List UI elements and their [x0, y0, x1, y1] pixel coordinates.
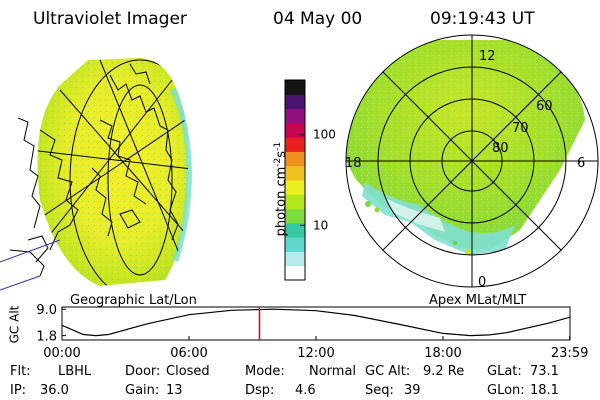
instrument-title: Ultraviolet Imager — [33, 9, 187, 29]
colorbar-tick-label: 100 — [313, 128, 336, 142]
footer-value: 73.1 — [530, 364, 559, 379]
lat-label-70: 70 — [512, 121, 529, 136]
footer-label: GLat: — [487, 364, 522, 379]
footer-value: 18.1 — [530, 383, 559, 398]
colorbar-swatch — [285, 265, 305, 281]
altitude-xtick-label: 06:00 — [170, 346, 207, 361]
date-label: 04 May 00 — [273, 9, 363, 29]
apex-panel-label: Apex MLat/MLT — [429, 293, 527, 308]
footer-label: Dsp: — [245, 383, 275, 398]
altitude-xtick-label: 12:00 — [297, 346, 334, 361]
footer-value: 9.2 Re — [423, 364, 465, 379]
coastlines — [27, 63, 179, 263]
colorbar-swatch — [285, 94, 305, 110]
footer-label: GC Alt: — [365, 364, 411, 379]
dayside-cyan-edge — [170, 88, 192, 262]
footer-label: Seq: — [365, 383, 394, 398]
colorbar-swatch — [285, 122, 305, 138]
colorbar-swatch — [285, 80, 305, 95]
altitude-ylabel: GC Alt — [7, 305, 22, 344]
continental-outline-left — [9, 117, 45, 277]
colorbar-swatch — [285, 208, 305, 224]
altitude-xtick-label: 18:00 — [424, 346, 461, 361]
footer-value: 39 — [404, 383, 421, 398]
colorbar-swatch — [285, 137, 305, 152]
footer-label: GLon: — [487, 383, 525, 398]
time-label: 09:19:43 UT — [430, 9, 535, 29]
colorbar: 100 10 — [284, 79, 336, 281]
colorbar-swatch — [285, 180, 305, 195]
colorbar-unit-label: photon cm-2s-1 — [272, 141, 290, 237]
mlt-label-right: 6 — [577, 156, 585, 171]
footer-label: Mode: — [245, 364, 285, 379]
footer-value: Closed — [166, 364, 210, 379]
colorbar-swatch — [285, 251, 305, 267]
altitude-curve — [61, 308, 570, 337]
colorbar-swatch — [285, 222, 305, 238]
footer-value: 4.6 — [295, 383, 316, 398]
mlt-label-left: 18 — [345, 156, 362, 171]
lat-label-60: 60 — [536, 99, 553, 114]
footer-value: LBHL — [58, 364, 92, 379]
altitude-plot: 00:00 06:00 12:00 18:00 23:59 9.0 1.8 — [36, 303, 588, 361]
footer-label: IP: — [10, 383, 27, 398]
colorbar-swatch — [285, 108, 305, 124]
footer-value: Normal — [309, 364, 357, 379]
geographic-panel-label: Geographic Lat/Lon — [70, 293, 197, 308]
mlt-label-top: 12 — [479, 49, 496, 64]
footer-value: 13 — [166, 383, 183, 398]
colorbar-swatch — [285, 194, 305, 210]
lat-label-80: 80 — [492, 141, 509, 156]
footer-value: 36.0 — [40, 383, 69, 398]
mlt-label-bottom: 0 — [478, 275, 486, 290]
footer-label: Gain: — [125, 383, 160, 398]
footer-label: Door: — [125, 364, 161, 379]
colorbar-swatch — [285, 165, 305, 181]
colorbar-tick-label: 10 — [313, 218, 328, 232]
altitude-xtick-label: 23:59 — [551, 346, 588, 361]
altitude-xtick-label: 00:00 — [43, 346, 80, 361]
altitude-ytick-label: 9.0 — [36, 303, 57, 318]
polar-plot-panel: 12 18 6 0 60 70 80 — [345, 34, 599, 290]
altitude-ytick-label: 1.8 — [36, 330, 57, 345]
footer-label: Flt: — [10, 364, 31, 379]
colorbar-swatch — [285, 151, 305, 167]
colorbar-swatch — [285, 237, 305, 252]
geographic-image-panel — [0, 58, 192, 291]
